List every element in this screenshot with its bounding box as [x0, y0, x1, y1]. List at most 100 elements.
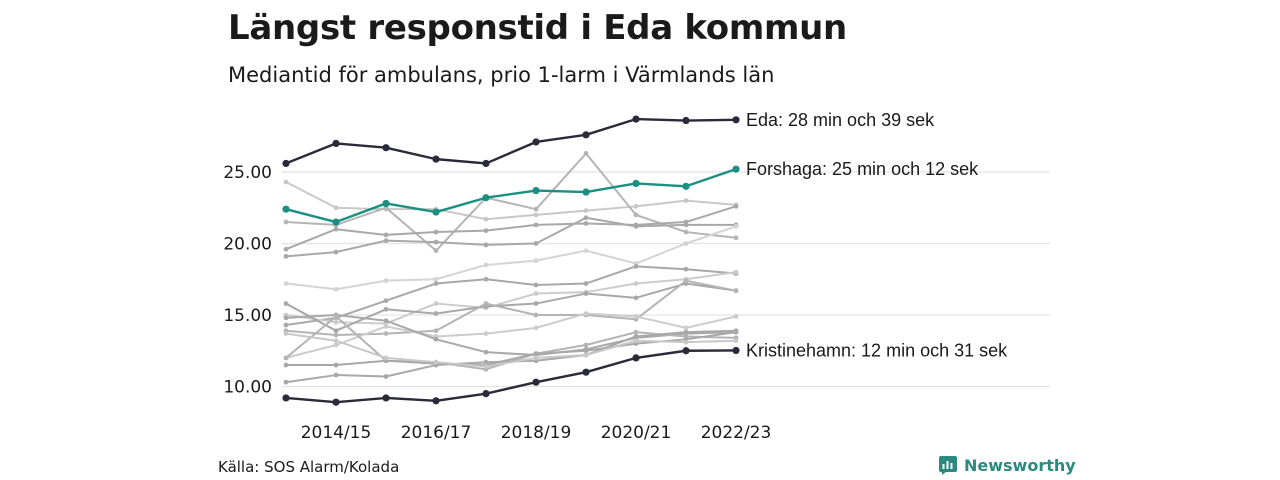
- y-tick-label: 10.00: [223, 378, 272, 398]
- y-axis-ticks: 10.00 15.00 20.00 25.00: [223, 163, 272, 398]
- data-point: [433, 229, 439, 235]
- y-tick-label: 15.00: [223, 306, 272, 326]
- data-point: [533, 282, 539, 288]
- data-point: [583, 291, 589, 296]
- background-series-line: [283, 328, 739, 385]
- data-point: [432, 155, 440, 163]
- series-line: [285, 205, 737, 251]
- data-point: [483, 301, 489, 306]
- y-tick-label: 25.00: [223, 163, 272, 183]
- background-series-line: [283, 263, 739, 328]
- series-end-label: Eda: 28 min och 39 sek: [746, 110, 935, 130]
- data-point: [283, 219, 289, 225]
- data-point: [283, 331, 289, 336]
- data-point: [333, 314, 339, 319]
- data-point: [583, 248, 589, 254]
- series-line: [285, 349, 737, 404]
- data-point: [533, 206, 539, 212]
- data-point: [282, 159, 290, 168]
- data-point: [633, 203, 639, 209]
- data-point: [333, 338, 339, 344]
- data-point: [733, 235, 739, 241]
- data-point: [433, 239, 439, 245]
- data-point: [333, 328, 339, 334]
- highlighted-series-line: Forshaga: 25 min och 12 sek: [282, 159, 979, 226]
- data-point: [382, 144, 390, 152]
- data-point: [732, 116, 740, 124]
- data-point: [332, 398, 340, 406]
- data-point: [383, 318, 389, 324]
- data-point: [283, 362, 289, 368]
- data-point: [533, 325, 539, 331]
- data-point: [333, 226, 339, 232]
- data-point: [383, 298, 389, 304]
- data-point: [383, 278, 389, 284]
- data-point: [333, 286, 339, 292]
- series-line: [285, 117, 737, 165]
- data-point: [533, 351, 539, 357]
- data-point: [533, 312, 539, 318]
- series-end-label: Kristinehamn: 12 min och 31 sek: [746, 340, 1008, 360]
- data-point: [533, 355, 539, 361]
- data-point: [283, 301, 289, 306]
- series-line: [285, 265, 737, 326]
- series-line: [285, 314, 737, 357]
- data-point: [483, 359, 489, 365]
- data-point: [333, 249, 339, 255]
- data-point: [283, 253, 289, 259]
- data-point: [682, 347, 690, 355]
- data-point: [683, 266, 689, 272]
- data-point: [483, 228, 489, 234]
- background-series-line: [283, 215, 739, 259]
- brand-logo: Newsworthy: [938, 455, 1076, 475]
- data-point: [283, 179, 289, 185]
- highlighted-series: Eda: 28 min och 39 sek Forshaga: 25 min o…: [282, 110, 1008, 406]
- x-tick-label: 2020/21: [601, 423, 672, 443]
- data-point: [333, 362, 339, 368]
- data-point: [283, 322, 289, 328]
- data-point: [483, 331, 489, 336]
- data-point: [683, 229, 689, 235]
- data-point: [482, 194, 490, 202]
- data-point: [383, 374, 389, 379]
- data-point: [683, 329, 689, 335]
- data-point: [583, 311, 589, 316]
- series-line: [286, 331, 737, 367]
- data-point: [582, 188, 590, 196]
- data-point: [533, 258, 539, 264]
- data-point: [483, 364, 489, 369]
- chart-title: Längst responstid i Eda kommun: [228, 8, 847, 48]
- data-point: [433, 301, 439, 306]
- data-point: [283, 379, 289, 385]
- data-point: [732, 346, 740, 355]
- data-point: [283, 355, 289, 361]
- data-point: [582, 368, 590, 376]
- data-point: [683, 241, 689, 246]
- data-point: [633, 338, 639, 344]
- data-point: [583, 208, 589, 214]
- data-point: [733, 203, 739, 209]
- data-point: [533, 212, 539, 218]
- highlighted-series-line: Kristinehamn: 12 min och 31 sek: [282, 340, 1008, 406]
- data-point: [333, 332, 339, 338]
- data-point: [433, 328, 439, 334]
- data-point: [283, 281, 289, 286]
- data-point: [383, 324, 389, 329]
- data-point: [432, 397, 440, 405]
- data-point: [633, 334, 639, 339]
- data-point: [283, 246, 289, 252]
- data-point: [433, 311, 439, 316]
- data-point: [282, 394, 290, 402]
- source-note: Källa: SOS Alarm/Kolada: [218, 458, 400, 476]
- data-point: [583, 151, 589, 156]
- data-point: [633, 223, 639, 229]
- data-point: [583, 221, 589, 226]
- data-point: [383, 331, 389, 336]
- data-point: [483, 262, 489, 268]
- data-point: [433, 281, 439, 286]
- series-line: [285, 279, 737, 337]
- data-point: [583, 342, 589, 348]
- brand-name: Newsworthy: [964, 455, 1076, 475]
- data-point: [432, 208, 440, 216]
- series-line: [285, 282, 737, 332]
